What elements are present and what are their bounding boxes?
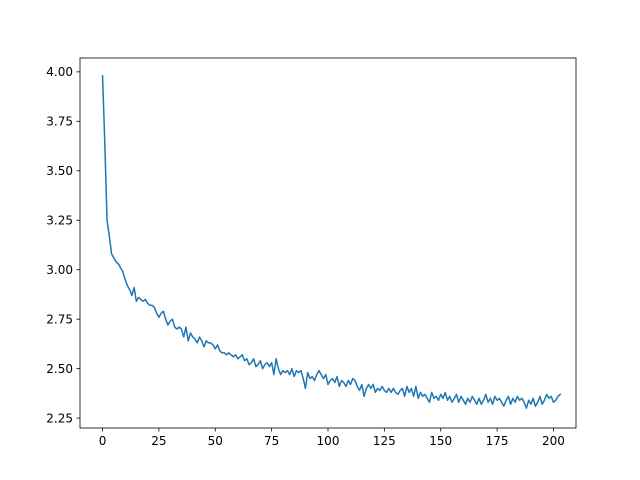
y-tick-label: 3.75 — [46, 115, 73, 129]
y-tick-label: 2.25 — [46, 411, 73, 425]
x-tick-label: 100 — [317, 434, 340, 448]
x-tick-label: 0 — [99, 434, 107, 448]
plot-area — [80, 58, 576, 428]
x-tick-label: 200 — [542, 434, 565, 448]
x-tick-label: 75 — [264, 434, 279, 448]
x-tick-label: 125 — [373, 434, 396, 448]
x-axis: 0 25 50 75 100 125 150 175 200 — [99, 428, 565, 448]
y-tick-label: 3.50 — [46, 164, 73, 178]
series-line-0 — [101, 75, 562, 409]
series-layer — [101, 75, 562, 409]
x-tick-label: 50 — [208, 434, 223, 448]
y-tick-label: 2.50 — [46, 362, 73, 376]
y-tick-label: 3.25 — [46, 213, 73, 227]
y-axis: 2.25 2.50 2.75 3.00 3.25 3.50 3.75 4.00 — [46, 65, 80, 425]
x-tick-label: 150 — [429, 434, 452, 448]
x-tick-label: 25 — [151, 434, 166, 448]
y-tick-label: 3.00 — [46, 263, 73, 277]
y-tick-label: 2.75 — [46, 312, 73, 326]
y-tick-label: 4.00 — [46, 65, 73, 79]
x-tick-label: 175 — [486, 434, 509, 448]
